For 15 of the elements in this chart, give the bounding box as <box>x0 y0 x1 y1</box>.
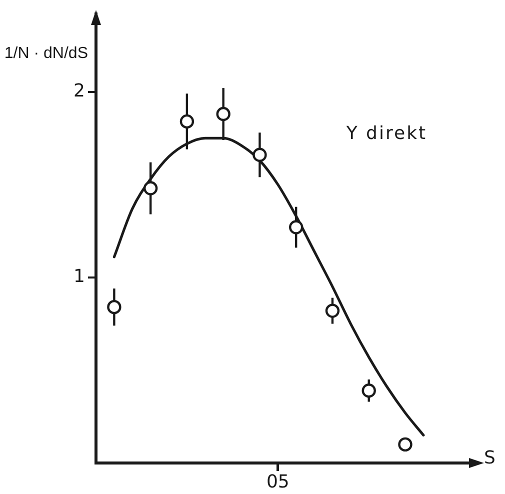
y-tick-label: 1 <box>74 266 85 288</box>
point <box>143 181 158 196</box>
x-axis-title: S <box>484 448 496 469</box>
y-axis-title: 1/N · dN/dS <box>4 45 88 62</box>
y-tick-label: 2 <box>74 80 85 102</box>
point <box>362 384 376 398</box>
point <box>180 114 194 129</box>
point <box>398 437 412 452</box>
point <box>107 300 122 314</box>
point <box>325 304 340 318</box>
point <box>288 220 304 234</box>
annotation: Υ direkt <box>345 122 428 144</box>
point <box>216 106 230 122</box>
point <box>252 148 267 162</box>
x-tick-label: 05 <box>266 471 290 492</box>
